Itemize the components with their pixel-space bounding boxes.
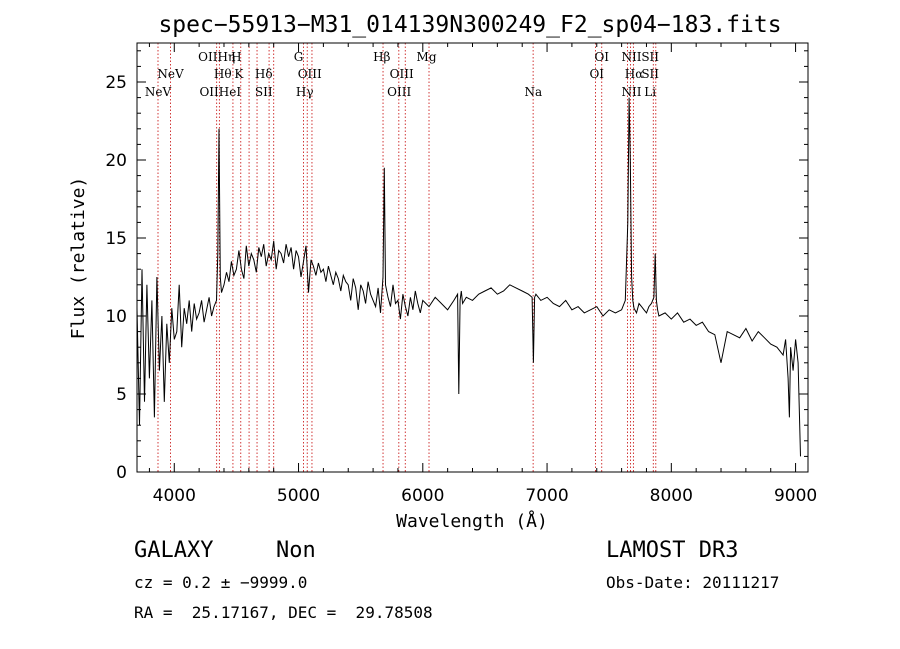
x-tick-label: 6000: [401, 486, 444, 506]
line-label-10: OIII: [298, 67, 322, 81]
line-label-16: Na: [525, 85, 543, 99]
line-label-2: OIIHη: [198, 50, 235, 64]
chart-title: spec−55913−M31_014139N300249_F2_sp04−183…: [158, 12, 781, 38]
line-label-19: NII: [622, 50, 642, 64]
x-axis-ticks: 4000 5000 6000 7000 8000 9000: [148, 43, 817, 506]
y-tick-label: 20: [105, 151, 127, 171]
line-label-8: SII: [255, 85, 273, 99]
observation-date: Obs-Date: 20111217: [606, 573, 780, 592]
x-tick-label: 8000: [650, 486, 693, 506]
line-label-14: OIII: [387, 85, 411, 99]
redshift-value: cz = 0.2 ± −9999.0: [134, 573, 308, 592]
line-label-4: Hθ: [214, 67, 232, 81]
y-axis-label: Flux (relative): [68, 177, 89, 340]
x-tick-label: 5000: [277, 486, 320, 506]
y-tick-label: 25: [105, 73, 127, 93]
line-label-21: Hα: [625, 67, 644, 81]
line-label-20: SII: [641, 50, 659, 64]
line-label-0: NeV: [145, 85, 172, 99]
object-subclass: Non: [276, 538, 316, 563]
line-label-3: H: [231, 50, 241, 64]
y-tick-label: 15: [105, 229, 127, 249]
line-label-6: Hδ: [255, 67, 273, 81]
object-class: GALAXY: [134, 538, 214, 563]
line-label-11: Hγ: [296, 85, 314, 99]
x-axis-label: Wavelength (Å): [396, 510, 548, 532]
survey-name: LAMOST DR3: [606, 538, 739, 563]
y-tick-label: 10: [105, 307, 127, 327]
line-label-9: G: [294, 50, 304, 64]
line-label-5: K: [234, 67, 244, 81]
x-tick-label: 9000: [774, 486, 817, 506]
line-label-1: NeV: [157, 67, 184, 81]
line-label-15: Mg: [417, 50, 437, 64]
line-label-18: OI: [589, 67, 604, 81]
line-label-13: OIII: [390, 67, 414, 81]
spectrum-line: [136, 97, 801, 457]
y-tick-label: 0: [116, 463, 127, 483]
line-label-12: Hβ: [373, 50, 390, 64]
line-label-24: Li: [644, 85, 656, 99]
line-label-22: SII: [641, 67, 659, 81]
x-tick-label: 4000: [153, 486, 196, 506]
emission-line-markers: [157, 43, 657, 472]
y-tick-label: 5: [116, 385, 127, 405]
line-label-7: OIIHeI: [199, 85, 241, 99]
y-axis-ticks: 0 5 10 15 20 25: [105, 50, 808, 483]
coordinates: RA = 25.17167, DEC = 29.78508: [134, 603, 433, 622]
line-label-17: OI: [594, 50, 609, 64]
x-tick-label: 7000: [525, 486, 568, 506]
line-label-23: NII: [622, 85, 642, 99]
